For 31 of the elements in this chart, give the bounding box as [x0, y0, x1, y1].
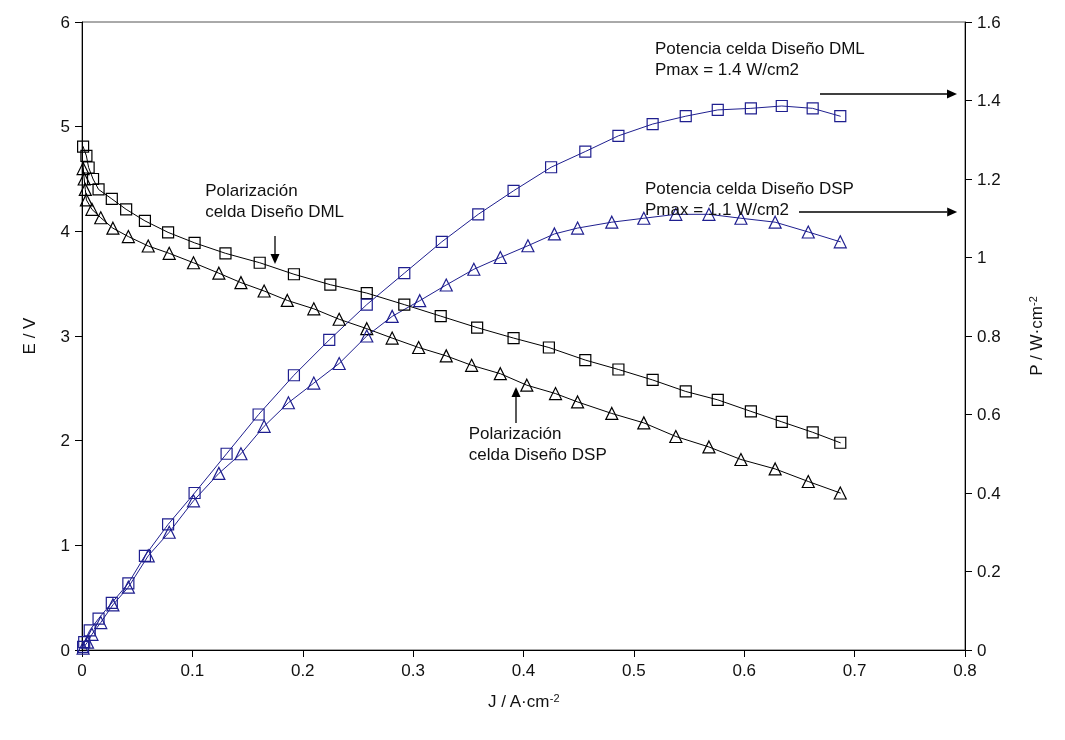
x-tick-label: 0.5: [622, 661, 646, 680]
y-tick-label: 1: [60, 535, 70, 555]
y-tick-label: 0: [60, 640, 70, 660]
x-tick-label: 0.7: [842, 661, 867, 680]
y-tick-label: 2: [60, 431, 70, 451]
y2-tick-label: 0.8: [977, 326, 1001, 346]
y2-tick-label: 0: [977, 640, 987, 660]
x-tick-label: 0.8: [953, 661, 977, 680]
y2-axis-title: P / W·cm-2: [1026, 296, 1046, 376]
x-tick-label: 0.3: [401, 661, 425, 680]
y-axis-title: E / V: [20, 316, 39, 355]
y-tick-label: 6: [60, 12, 70, 32]
x-tick-label: 0.4: [511, 661, 536, 680]
y-tick-label: 5: [60, 117, 70, 137]
y2-tick-label: 1.4: [977, 91, 1001, 110]
y2-tick-label: 1.6: [977, 12, 1001, 32]
y2-tick-label: 0.6: [977, 405, 1001, 424]
annotation: Polarización celda Diseño DSP: [468, 423, 607, 466]
y-tick-label: 4: [60, 221, 70, 241]
annotation: Potencia celda Diseño DML Pmax = 1.4 W/cm2: [655, 38, 865, 80]
x-tick-label: 0.2: [290, 661, 315, 680]
y-tick-label: 3: [60, 326, 70, 346]
y2-tick-label: 1: [977, 248, 987, 267]
y2-tick-label: 1.2: [977, 169, 1001, 189]
x-tick-label: 0.1: [180, 661, 205, 680]
y2-tick-label: 0.2: [977, 562, 1001, 581]
x-tick-label: 0.6: [732, 661, 757, 680]
annotation: Polarización celda Diseño DML: [205, 179, 345, 222]
annotation: Potencia celda Diseño DSP Pmax = 1.1 W/cm2: [645, 178, 854, 220]
y2-tick-label: 0.4: [977, 483, 1001, 503]
x-tick-label: 0: [77, 661, 87, 680]
